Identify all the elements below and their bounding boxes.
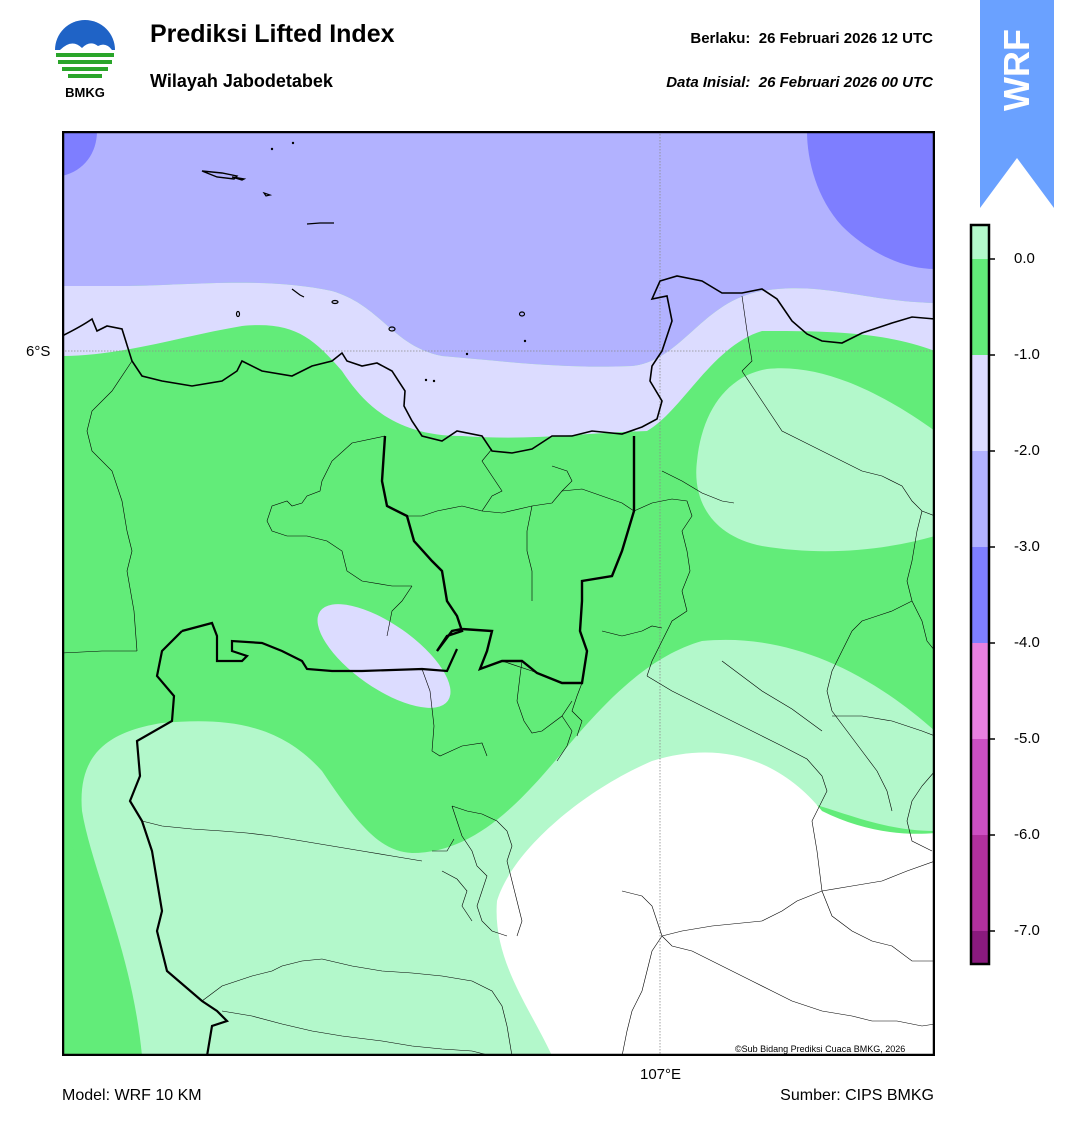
colorbar-segment xyxy=(971,355,989,451)
coastline-java-north xyxy=(62,275,935,454)
colorbar-tick-label: -3.0 xyxy=(1014,538,1040,555)
bmkg-logo-icon xyxy=(52,20,118,104)
li-band-minus2-minus3 xyxy=(62,282,935,438)
init-label: Data Inisial: xyxy=(666,74,751,91)
lifted-index-map[interactable] xyxy=(62,131,935,1056)
source-label: Sumber: CIPS BMKG xyxy=(780,1087,934,1104)
li-band-0-minus1-east xyxy=(696,368,935,552)
li-band-minus4-minus5-ne xyxy=(807,131,935,269)
li-band-minus1-minus2-sw xyxy=(62,831,142,1056)
wrf-badge xyxy=(980,0,1054,208)
wrf-badge-label-wrap: WRF xyxy=(980,10,1054,130)
wrf-badge-label: WRF xyxy=(996,29,1037,111)
page-subtitle: Wilayah Jabodetabek xyxy=(150,71,333,91)
map-copyright: ©Sub Bidang Prediksi Cuaca BMKG, 2026 xyxy=(735,1044,906,1054)
logo-text: BMKG xyxy=(65,85,105,100)
colorbar-segment xyxy=(971,547,989,643)
longitude-label: 107°E xyxy=(640,1066,682,1083)
colorbar-tick-label: -7.0 xyxy=(1014,922,1040,939)
valid-value: 26 Februari 2026 12 UTC xyxy=(758,30,933,47)
li-band-above-0 xyxy=(496,752,935,1056)
colorbar-segment xyxy=(971,225,989,259)
colorbar-tick-label: -2.0 xyxy=(1014,442,1040,459)
province-border-banten xyxy=(380,435,636,685)
valid-time: Berlaku: 26 Februari 2026 12 UTC xyxy=(690,30,933,47)
island xyxy=(231,176,247,181)
colorbar-tick-label: -1.0 xyxy=(1014,346,1040,363)
colorbar-segment xyxy=(971,835,989,931)
colorbar-segment xyxy=(971,931,989,964)
colorbar-segment xyxy=(971,451,989,547)
page-title: Prediksi Lifted Index xyxy=(150,20,395,48)
colorbar-segment xyxy=(971,739,989,835)
model-label: Model: WRF 10 KM xyxy=(62,1087,202,1104)
init-value: 26 Februari 2026 00 UTC xyxy=(758,74,933,91)
init-time: Data Inisial: 26 Februari 2026 00 UTC xyxy=(666,74,933,91)
latitude-label: 6°S xyxy=(26,343,51,360)
island xyxy=(291,288,305,298)
colorbar-tick-label: -4.0 xyxy=(1014,634,1040,651)
colorbar-tick-label: 0.0 xyxy=(1014,250,1035,267)
island xyxy=(306,222,334,225)
province-border-dki xyxy=(181,621,459,673)
colorbar-tick-label: -6.0 xyxy=(1014,826,1040,843)
colorbar-frame xyxy=(969,223,991,966)
colorbar-tick-label: -5.0 xyxy=(1014,730,1040,747)
li-band-minus3-minus4 xyxy=(62,131,935,367)
li-band-minus4-minus5-nw xyxy=(62,131,97,176)
valid-label: Berlaku: xyxy=(690,30,751,47)
li-band-0-minus1-south xyxy=(81,639,935,1056)
colorbar-segment xyxy=(971,643,989,739)
colorbar xyxy=(969,223,995,966)
colorbar-segment xyxy=(971,259,989,355)
li-band-minus2-minus3-inland xyxy=(317,604,451,708)
province-border-jabar xyxy=(128,630,230,1056)
island xyxy=(262,191,273,197)
